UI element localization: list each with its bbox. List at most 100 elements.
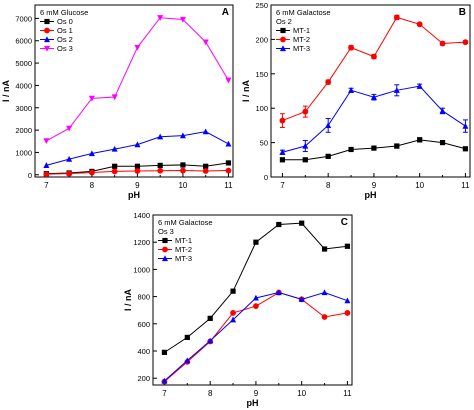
y-tick-label: 0 — [28, 171, 32, 180]
annotation-text: Os 2 — [276, 17, 292, 26]
x-tick-label: 9 — [135, 181, 140, 190]
data-point — [370, 93, 377, 100]
legend-label: MT-2 — [175, 245, 192, 254]
x-tick-label: 11 — [224, 181, 233, 190]
y-tick-label: 4000 — [15, 81, 32, 90]
data-point — [462, 39, 469, 46]
data-point — [157, 15, 164, 21]
data-point — [202, 128, 209, 135]
x-axis-label: pH — [365, 190, 377, 200]
data-point — [179, 132, 186, 139]
data-point — [161, 377, 168, 384]
series-mt-3 — [161, 289, 351, 384]
data-point — [43, 138, 50, 145]
data-point — [325, 122, 332, 128]
x-tick-label: 10 — [415, 181, 424, 190]
data-point — [302, 142, 309, 149]
data-point — [134, 168, 141, 174]
data-point — [302, 108, 309, 115]
data-point — [111, 145, 118, 152]
series-line — [46, 131, 229, 166]
data-point — [299, 220, 305, 226]
data-point — [66, 170, 73, 177]
series-os-3 — [43, 15, 232, 145]
chart-panel-C: 7 8 9 10 11 200 400 600 800 1000 1200 1400 pH I / nA C… — [123, 211, 353, 408]
data-point — [134, 141, 141, 148]
series-mt-2 — [279, 14, 469, 128]
data-point — [348, 44, 354, 51]
series-os-2 — [43, 128, 232, 168]
data-point — [462, 122, 469, 129]
series-os-1 — [43, 167, 232, 177]
data-point — [252, 294, 259, 301]
series-line — [46, 17, 229, 142]
y-tick-label: 800 — [137, 293, 150, 302]
data-point — [279, 157, 286, 163]
y-tick-label: 1400 — [133, 211, 150, 220]
data-point — [253, 303, 259, 310]
data-point — [279, 149, 286, 155]
legend-marker — [280, 45, 286, 52]
data-point — [321, 314, 328, 320]
data-point — [43, 162, 50, 168]
data-point — [371, 53, 377, 60]
legend-marker — [280, 36, 286, 43]
data-point — [253, 239, 259, 245]
data-point — [207, 337, 214, 344]
y-tick-label: 100 — [255, 104, 268, 113]
x-axis-label: pH — [247, 398, 259, 408]
data-point — [111, 94, 118, 101]
data-point — [344, 297, 351, 304]
data-point — [439, 107, 446, 114]
y-tick-label: 250 — [255, 1, 268, 10]
data-point — [321, 246, 328, 252]
series-mt-3 — [279, 82, 469, 155]
x-axis-label: pH — [128, 190, 140, 200]
x-tick-label: 7 — [44, 181, 49, 190]
x-tick-label: 8 — [326, 181, 331, 190]
x-tick-label: 11 — [343, 389, 352, 398]
y-tick-label: 150 — [255, 70, 268, 79]
x-tick-label: 11 — [461, 181, 470, 190]
data-point — [302, 157, 308, 163]
x-tick-label: 8 — [90, 181, 95, 190]
data-point — [112, 163, 118, 169]
data-point — [279, 117, 286, 124]
legend-label: Os 1 — [57, 26, 73, 35]
data-point — [225, 167, 232, 174]
data-point — [157, 162, 163, 168]
data-point — [180, 167, 186, 174]
y-tick-label: 6000 — [15, 37, 32, 46]
legend-label: MT-2 — [293, 35, 310, 44]
data-point — [394, 143, 400, 149]
data-point — [88, 95, 95, 102]
y-tick-label: 2000 — [15, 126, 32, 135]
legend-marker — [280, 27, 286, 34]
legend-label: Os 3 — [57, 44, 73, 53]
legend-label: MT-1 — [175, 236, 192, 245]
y-tick-label: 1000 — [15, 148, 32, 157]
data-point — [225, 160, 232, 166]
chart-panel-B: 7 8 9 10 11 0 50 100 150 200 250 pH I / nA B 6 mM Gala… — [241, 1, 471, 200]
data-point — [230, 288, 236, 294]
y-tick-label: 3000 — [15, 104, 32, 113]
annotation-text: 6 mM Galactose — [158, 218, 213, 227]
data-point — [184, 334, 190, 340]
data-point — [66, 125, 73, 132]
data-point — [325, 79, 332, 85]
data-point — [275, 289, 282, 296]
data-point — [276, 221, 282, 228]
x-tick-label: 8 — [208, 389, 213, 398]
annotation-text: Os 3 — [158, 227, 174, 236]
legend-marker — [44, 27, 50, 34]
y-tick-label: 200 — [255, 35, 268, 44]
plot-frame — [152, 214, 353, 386]
chart-panel-A: 7 8 9 10 11 0 1000 2000 3000 4000 5000 6000 7000 pH I … — [1, 4, 234, 200]
data-point — [393, 87, 400, 93]
legend-marker — [162, 237, 168, 244]
data-point — [348, 146, 354, 153]
legend-label: Os 0 — [57, 17, 73, 26]
panel-label: A — [222, 7, 229, 18]
data-point — [348, 87, 355, 93]
y-tick-label: 5000 — [15, 59, 32, 68]
